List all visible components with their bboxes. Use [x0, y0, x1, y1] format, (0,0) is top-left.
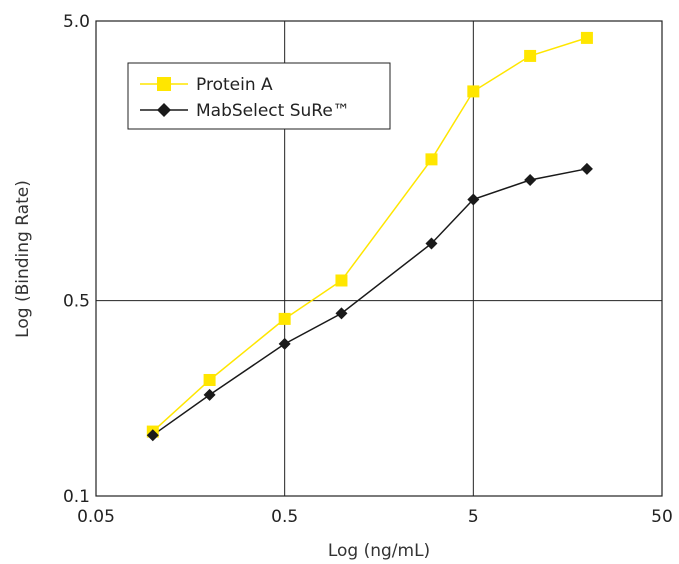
data-point-mabselect — [278, 337, 291, 350]
x-tick-label: 0.05 — [77, 507, 115, 527]
series-line-0 — [152, 37, 588, 433]
data-point-mabselect — [580, 162, 593, 175]
data-point-protein-a — [335, 274, 348, 287]
data-point-mabselect — [146, 429, 159, 442]
x-tick-label: 0.5 — [271, 507, 298, 527]
data-point-protein-a — [580, 31, 593, 44]
data-point-mabselect — [467, 193, 480, 206]
legend-box — [127, 62, 391, 130]
legend-label-protein-a: Protein A — [196, 75, 273, 95]
data-point-protein-a — [278, 312, 291, 325]
x-axis-title: Log (ng/mL) — [328, 541, 430, 561]
data-point-mabselect — [425, 237, 438, 250]
series-lines — [152, 37, 588, 436]
data-point-protein-a — [203, 373, 216, 386]
data-point-mabselect — [335, 307, 348, 320]
x-tick-label: 5 — [468, 507, 479, 527]
legend: Protein A MabSelect SuRe™ — [127, 62, 391, 130]
legend-marker-protein-a — [157, 77, 171, 91]
x-tick-labels: 0.05 0.5 5 50 — [77, 507, 673, 527]
y-tick-labels: 0.1 0.5 5.0 — [63, 12, 90, 507]
data-point-mabselect — [524, 173, 537, 186]
x-tick-label: 50 — [651, 507, 673, 527]
data-point-mabselect — [203, 388, 216, 401]
data-point-protein-a — [425, 153, 438, 166]
y-tick-label: 0.5 — [63, 292, 90, 312]
series-markers — [146, 31, 593, 442]
series-line-1 — [152, 168, 588, 436]
y-tick-label: 5.0 — [63, 12, 90, 32]
legend-label-mabselect: MabSelect SuRe™ — [196, 101, 350, 121]
y-tick-label: 0.1 — [63, 487, 90, 507]
legend-marker-mabselect — [157, 103, 171, 117]
plot-frame — [95, 20, 663, 497]
y-axis-title: Log (Binding Rate) — [13, 180, 33, 338]
data-point-protein-a — [524, 49, 537, 62]
data-point-protein-a — [467, 85, 480, 98]
